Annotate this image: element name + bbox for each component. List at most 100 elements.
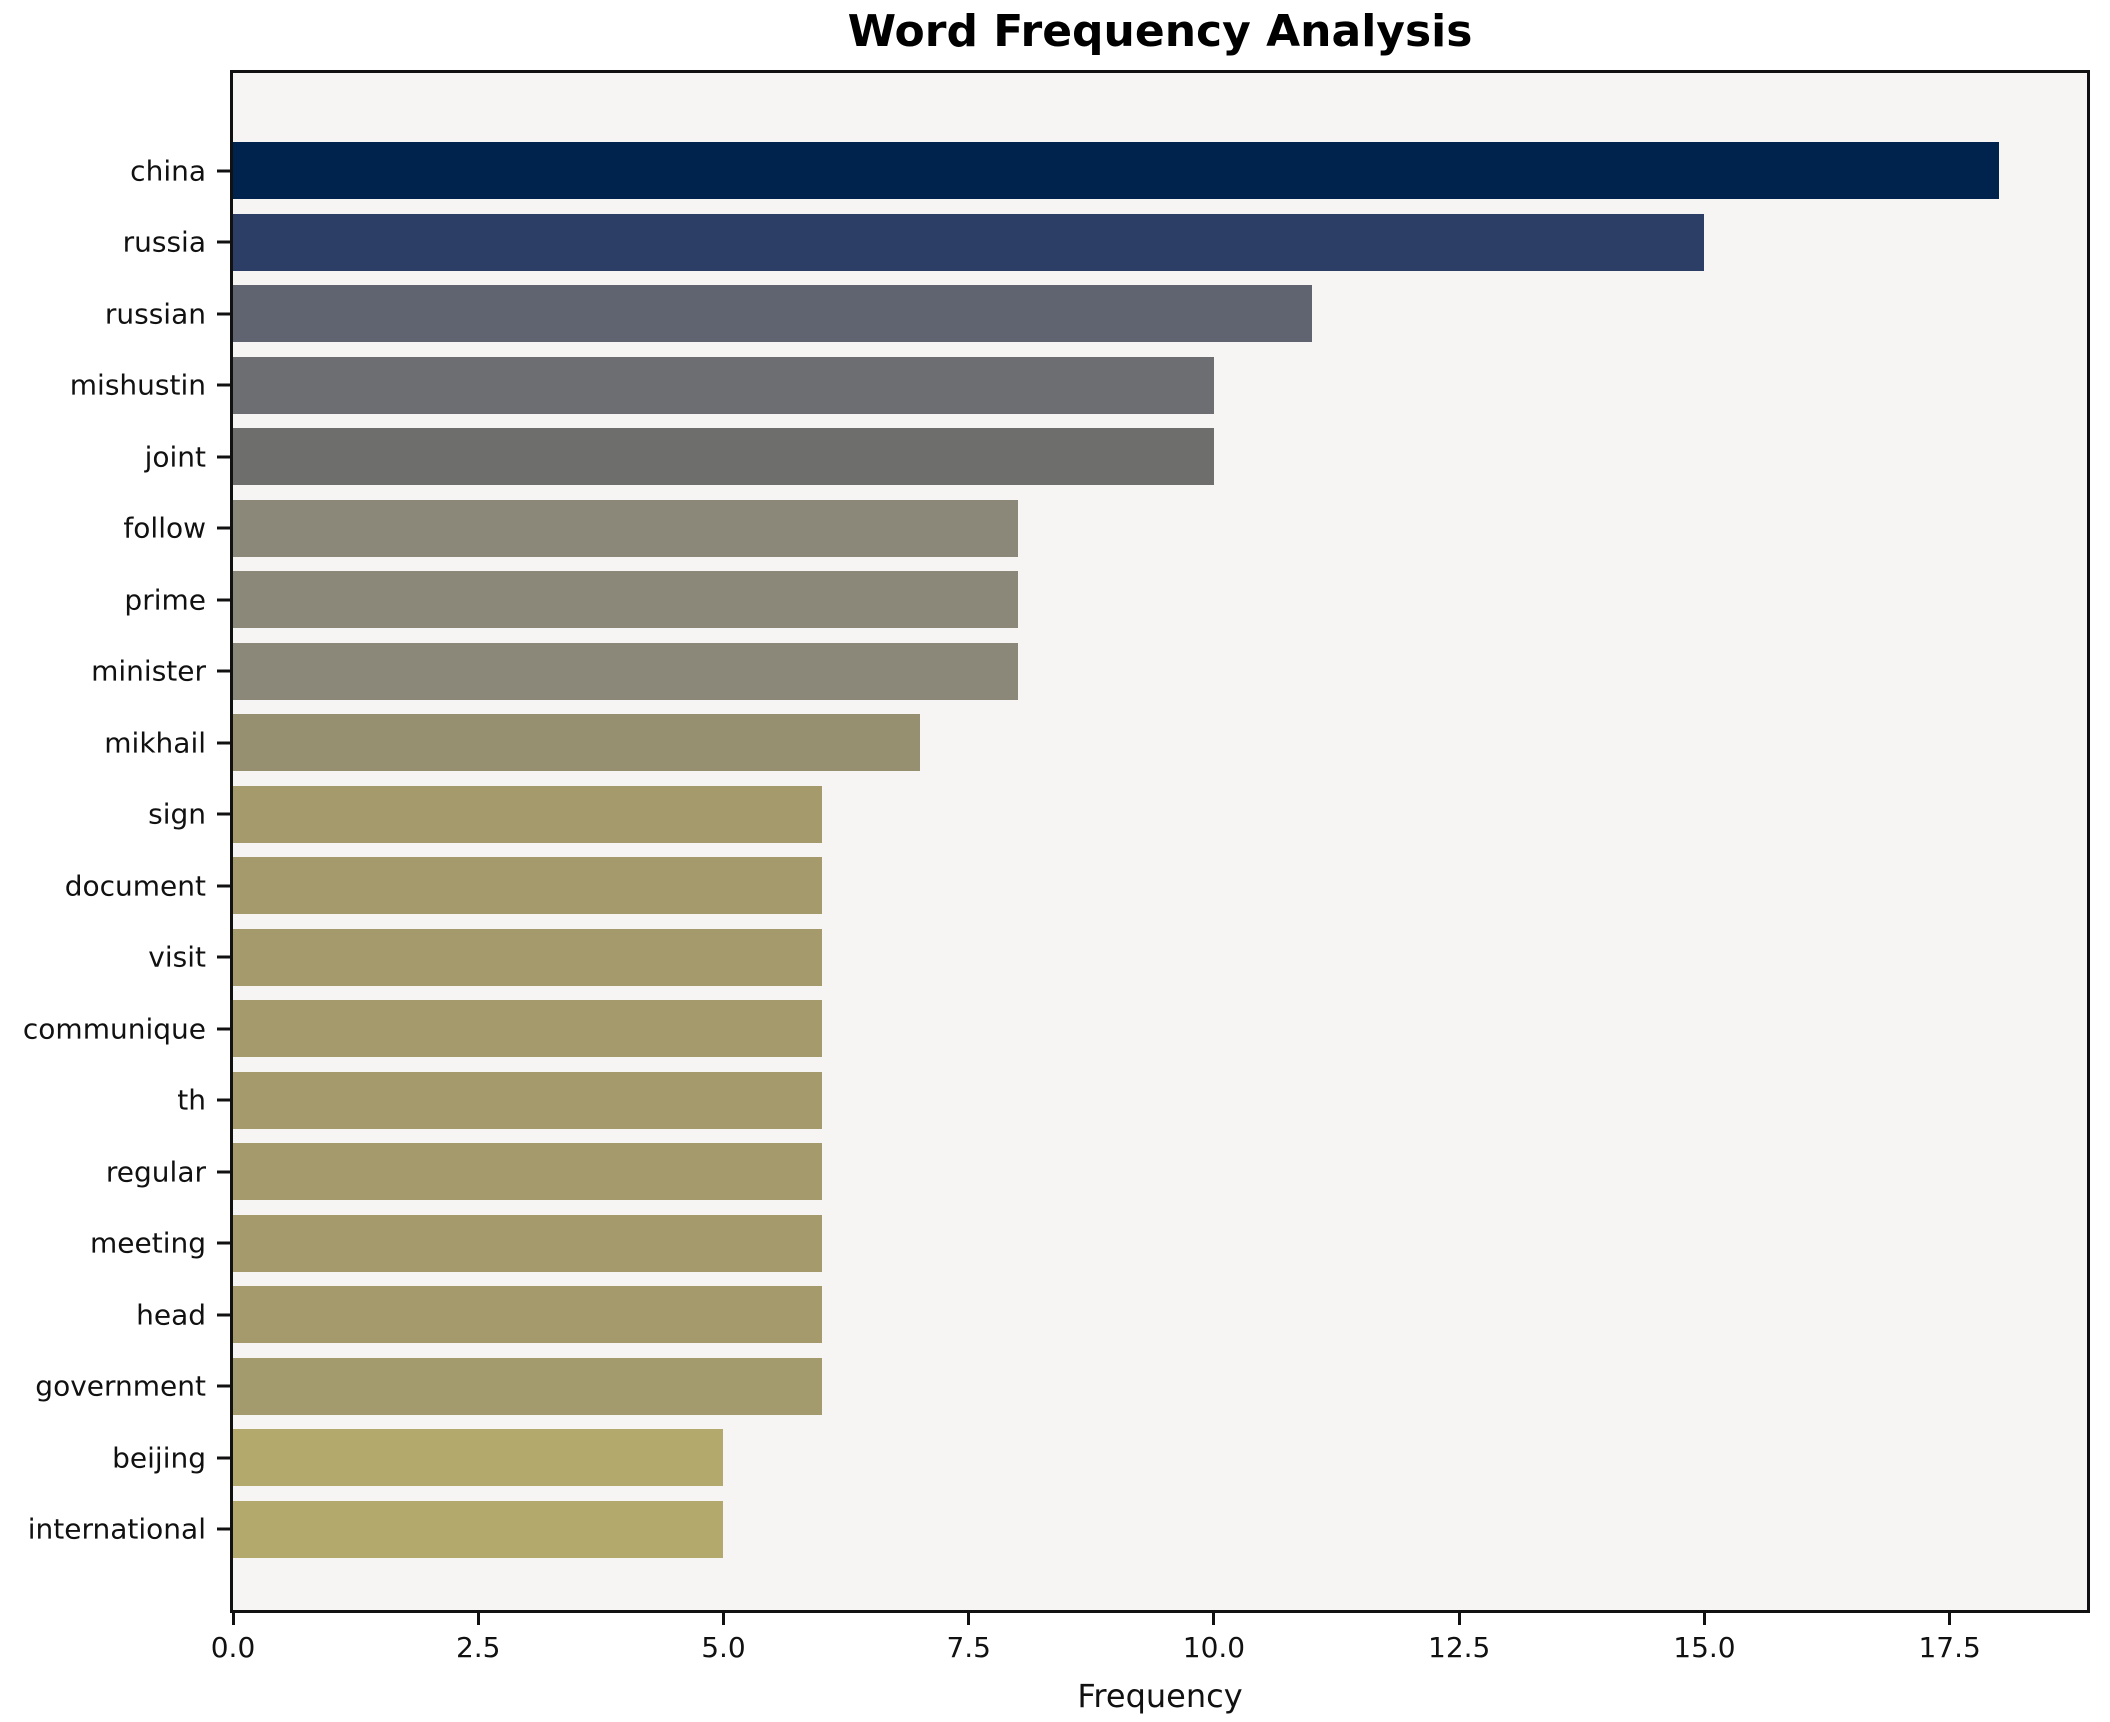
frequency-bar — [233, 1143, 822, 1201]
x-tick-mark — [1948, 1613, 1952, 1625]
y-tick-mark — [217, 1027, 230, 1031]
y-tick-mark — [217, 1527, 230, 1531]
category-label: regular — [105, 1155, 206, 1189]
x-tick-mark — [967, 1613, 971, 1625]
y-tick-mark — [217, 598, 230, 602]
x-tick-mark — [1212, 1613, 1216, 1625]
y-tick-mark — [217, 1241, 230, 1245]
category-label: meeting — [89, 1226, 206, 1260]
category-label: government — [35, 1369, 206, 1403]
y-tick-mark — [217, 812, 230, 816]
y-tick-mark — [217, 526, 230, 530]
x-tick-mark — [721, 1613, 725, 1625]
y-tick-mark — [217, 955, 230, 959]
frequency-bar — [233, 1500, 724, 1558]
bar-row: document — [65, 850, 2087, 922]
category-label: prime — [124, 583, 206, 617]
x-tick-label: 17.5 — [1918, 1631, 1981, 1664]
category-label: document — [64, 869, 206, 903]
frequency-bar — [233, 1429, 724, 1487]
x-tick-mark — [476, 1613, 480, 1625]
frequency-bar — [233, 1214, 822, 1272]
category-label: russian — [104, 297, 206, 331]
bar-row: prime — [124, 564, 2087, 636]
y-tick-mark — [217, 312, 230, 316]
y-tick-mark — [217, 741, 230, 745]
x-tick-label: 5.0 — [701, 1631, 746, 1664]
frequency-bar — [233, 857, 822, 915]
x-tick-label: 0.0 — [210, 1631, 256, 1664]
category-label: beijing — [112, 1441, 206, 1475]
plot-area: china russia russian mishustin joint follow pr… — [23, 70, 2090, 1613]
bar-row: russia — [123, 207, 2087, 279]
x-tick-label: 10.0 — [1182, 1631, 1246, 1664]
frequency-bar — [233, 1286, 822, 1344]
chart-title: Word Frequency Analysis — [847, 6, 1473, 57]
frequency-bar — [233, 571, 1018, 629]
category-label: sign — [148, 797, 206, 831]
x-tick-mark — [1702, 1613, 1706, 1625]
category-label: mikhail — [104, 726, 206, 760]
frequency-bar — [233, 428, 1214, 486]
bar-row: communique — [23, 993, 2087, 1065]
bar-row: head — [136, 1279, 2087, 1351]
y-tick-mark — [217, 1170, 230, 1174]
bar-row: meeting — [90, 1208, 2087, 1280]
category-label: joint — [144, 440, 206, 474]
bar-row: regular — [106, 1136, 2087, 1208]
bar-row: mikhail — [104, 707, 2087, 779]
category-label: visit — [148, 940, 206, 974]
bar-row: beijing — [112, 1422, 2087, 1494]
category-label: head — [136, 1298, 206, 1332]
category-label: russia — [122, 225, 206, 259]
bar-row: mishustin — [70, 350, 2087, 422]
bar-row: th — [177, 1065, 2087, 1137]
y-tick-mark — [217, 884, 230, 888]
frequency-bar — [233, 285, 1313, 343]
y-tick-mark — [217, 169, 230, 173]
frequency-bar — [233, 213, 1705, 271]
bars-container: china russia russian mishustin joint follow pr… — [23, 73, 2087, 1610]
frequency-bar — [233, 928, 822, 986]
x-tick-label: 7.5 — [946, 1631, 991, 1664]
bar-row: china — [130, 135, 2087, 207]
category-label: china — [130, 154, 206, 188]
x-tick-mark — [1457, 1613, 1461, 1625]
bar-row: joint — [145, 421, 2087, 493]
x-tick-mark — [231, 1613, 235, 1625]
bar-row: russian — [105, 278, 2087, 350]
y-tick-mark — [217, 669, 230, 673]
category-label: communique — [22, 1012, 206, 1046]
y-tick-mark — [217, 1313, 230, 1317]
frequency-bar — [233, 785, 822, 843]
frequency-bar — [233, 142, 1999, 200]
frequency-bar — [233, 499, 1018, 557]
y-tick-mark — [217, 240, 230, 244]
bar-row: follow — [123, 493, 2087, 565]
y-tick-mark — [217, 1098, 230, 1102]
y-tick-mark — [217, 383, 230, 387]
x-axis: Frequency 0.0 2.5 5.0 7.5 10.0 12.5 15.0 17.5 — [211, 1613, 2087, 1722]
bar-row: minister — [91, 636, 2087, 708]
frequency-bar — [233, 642, 1018, 700]
x-tick-label: 2.5 — [455, 1631, 501, 1664]
x-axis-title: Frequency — [1077, 1677, 1243, 1715]
category-label: th — [177, 1083, 206, 1117]
category-label: follow — [123, 511, 206, 545]
frequency-bar — [233, 1000, 822, 1058]
bar-row: sign — [148, 779, 2087, 851]
bar-row: international — [28, 1494, 2087, 1566]
frequency-bar — [233, 1071, 822, 1129]
category-label: mishustin — [69, 368, 206, 402]
bar-row: government — [35, 1351, 2087, 1423]
y-tick-mark — [217, 1384, 230, 1388]
frequency-bar — [233, 714, 920, 772]
x-tick-label: 15.0 — [1673, 1631, 1736, 1664]
category-label: minister — [91, 654, 206, 688]
y-tick-mark — [217, 1456, 230, 1460]
bar-row: visit — [148, 922, 2087, 994]
x-tick-label: 12.5 — [1428, 1631, 1491, 1664]
frequency-bar — [233, 1357, 822, 1415]
frequency-bar — [233, 356, 1214, 414]
